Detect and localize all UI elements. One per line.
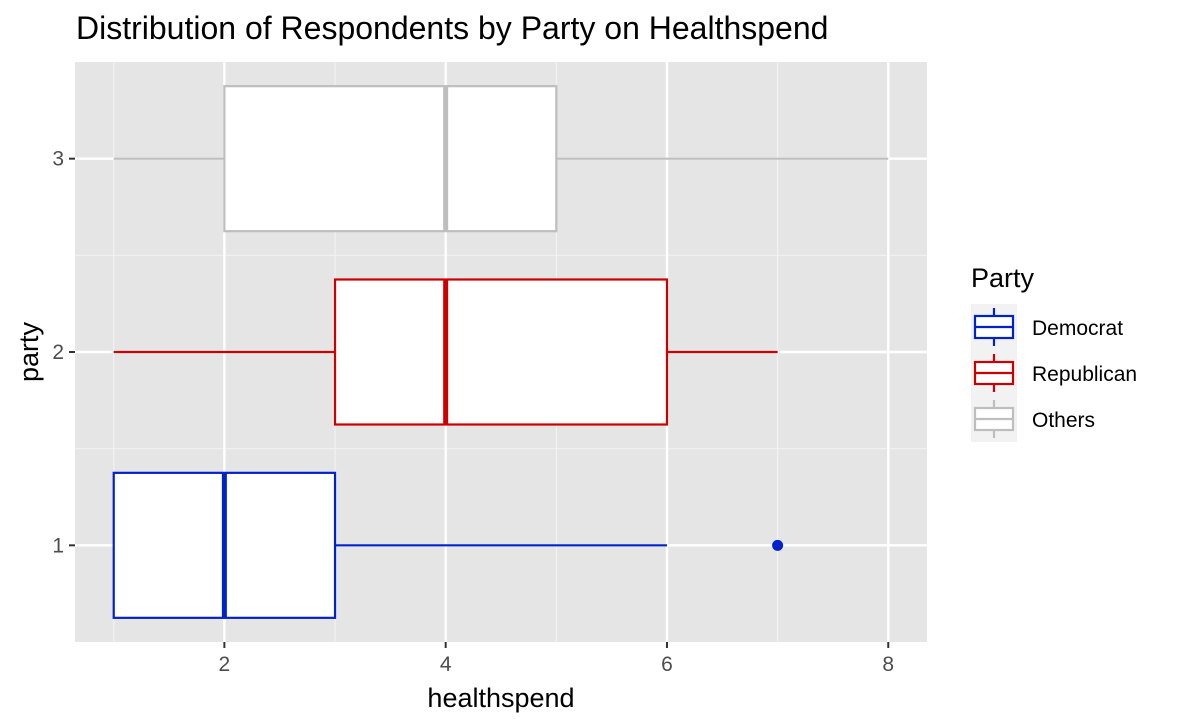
legend-item-others: Others xyxy=(971,396,1095,442)
x-axis-title: healthspend xyxy=(427,683,574,713)
x-tick-label: 4 xyxy=(440,653,452,676)
x-tick-label: 8 xyxy=(882,653,894,676)
legend-label: Republican xyxy=(1032,363,1137,386)
axes: 2 4 6 8 1 2 3 xyxy=(52,148,894,676)
y-tick-label: 1 xyxy=(52,534,64,557)
x-tick-label: 6 xyxy=(661,653,673,676)
box xyxy=(223,85,558,233)
y-tick-label: 3 xyxy=(52,148,64,171)
boxplots xyxy=(112,85,889,619)
y-axis-title: party xyxy=(14,321,44,382)
y-tick-label: 2 xyxy=(52,341,64,364)
legend-item-democrat: Democrat xyxy=(971,304,1123,350)
legend-item-republican: Republican xyxy=(971,350,1137,396)
legend-title: Party xyxy=(971,263,1035,293)
legend: Party Democrat Republican Others xyxy=(971,263,1137,442)
outlier-point xyxy=(772,539,784,551)
box xyxy=(333,278,669,426)
chart-title: Distribution of Respondents by Party on … xyxy=(76,10,828,46)
legend-label: Democrat xyxy=(1032,317,1123,340)
x-tick-label: 2 xyxy=(219,653,231,676)
legend-label: Others xyxy=(1032,409,1095,432)
